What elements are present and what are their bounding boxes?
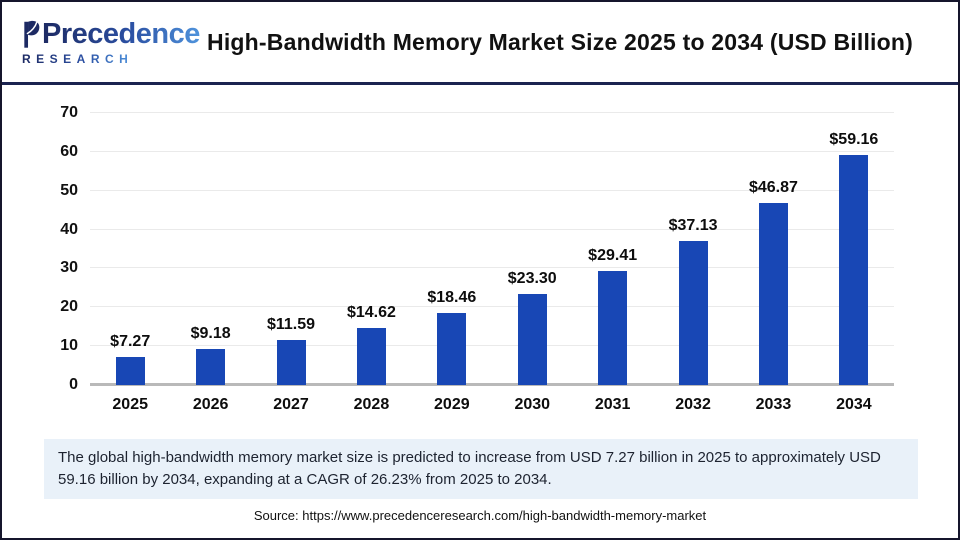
y-tick-label-30: 30 [60, 259, 78, 277]
bar-value-label-2033: $46.87 [748, 178, 798, 196]
bar-value-label-2025: $7.27 [110, 332, 151, 350]
gridline-30 [90, 267, 894, 269]
bar-column-2026: $9.18 [170, 113, 250, 385]
bar-value-label-2030: $23.30 [507, 270, 557, 288]
gridline-10 [90, 345, 894, 347]
bar-2028 [356, 328, 386, 385]
bar-value-label-2029: $18.46 [427, 289, 477, 307]
plot-area: 0 10 20 30 40 50 60 70 $7.27 $9.18 $11.59 $14.62 $18… [60, 104, 894, 393]
y-tick-label-20: 20 [60, 298, 78, 316]
y-tick-label-0: 0 [69, 376, 78, 393]
bar-columns: $7.27 $9.18 $11.59 $14.62 $18.46 $23.30 $29.41… [90, 113, 894, 385]
header: Precedence RESEARCH High-Bandwidth Memor… [2, 2, 958, 85]
x-axis-label-2032: 2032 [675, 396, 711, 413]
bar-value-label-2034: $59.16 [829, 131, 879, 149]
gridline-50 [90, 189, 894, 191]
bar-column-2032: $37.13 [653, 113, 733, 385]
y-tick-label-40: 40 [60, 220, 78, 238]
gridline-60 [90, 150, 894, 152]
y-tick-label-50: 50 [60, 181, 78, 199]
bar-column-2033: $46.87 [733, 113, 813, 385]
x-axis-label-2027: 2027 [273, 396, 309, 413]
gridline-70 [90, 112, 894, 113]
x-axis-label-2034: 2034 [836, 396, 872, 413]
bar-column-2031: $29.41 [572, 113, 652, 385]
x-axis-label-2025: 2025 [112, 396, 148, 413]
bar-column-2030: $23.30 [492, 113, 572, 385]
y-tick-label-10: 10 [60, 337, 78, 355]
bar-value-label-2032: $37.13 [668, 216, 718, 234]
x-axis-label-2030: 2030 [514, 396, 551, 413]
bar-2031 [598, 270, 628, 385]
chart-title: High-Bandwidth Memory Market Size 2025 t… [207, 28, 913, 55]
x-axis-label-2029: 2029 [434, 396, 470, 413]
bar-2025 [115, 356, 145, 385]
y-tick-label-70: 70 [60, 104, 78, 121]
brand-logo-top: Precedence [20, 18, 200, 49]
bar-column-2029: $18.46 [412, 113, 492, 385]
bar-2027 [276, 339, 306, 385]
brand-logo: Precedence RESEARCH [20, 18, 200, 67]
bar-2029 [437, 313, 467, 385]
source-line: Source: https://www.precedenceresearch.c… [253, 507, 707, 523]
bar-value-label-2027: $11.59 [266, 315, 316, 333]
description-text: The global high-bandwidth memory market … [58, 449, 881, 488]
gridline-20 [90, 306, 894, 308]
bar-2026 [196, 349, 226, 385]
brand-subtitle: RESEARCH [22, 52, 134, 66]
y-tick-label-60: 60 [60, 142, 78, 160]
x-axis-labels: 2025 2026 2027 2028 2029 2030 2031 2032 2033 2034 [90, 396, 894, 414]
bar-2030 [517, 294, 547, 385]
bar-value-label-2026: $9.18 [190, 325, 231, 343]
brand-word: Precedence [42, 18, 200, 50]
bar-column-2034: $59.16 [814, 113, 894, 385]
bar-2034 [839, 155, 869, 385]
bar-value-label-2028: $14.62 [346, 304, 396, 322]
bar-2032 [678, 240, 708, 385]
gridline-0 [90, 383, 894, 386]
x-axis-label-2031: 2031 [594, 396, 631, 413]
x-axis-label-2028: 2028 [353, 396, 390, 413]
bar-value-label-2031: $29.41 [588, 246, 638, 264]
x-axis-label-2026: 2026 [192, 396, 229, 413]
description-box: The global high-bandwidth memory market … [44, 439, 918, 499]
leaf-p-logo-icon [24, 20, 40, 48]
bar-column-2027: $11.59 [251, 113, 331, 385]
bar-column-2028: $14.62 [331, 113, 411, 385]
gridline-40 [90, 228, 894, 230]
x-axis-label-2033: 2033 [755, 396, 792, 413]
bar-column-2025: $7.27 [90, 113, 170, 385]
bar-2033 [758, 202, 788, 385]
